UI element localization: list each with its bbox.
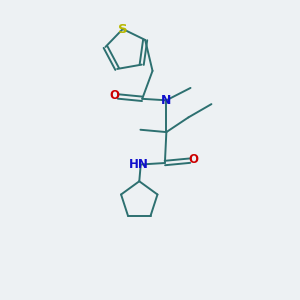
Text: HN: HN — [129, 158, 149, 171]
Text: O: O — [110, 89, 119, 102]
Text: N: N — [161, 94, 172, 107]
Text: S: S — [118, 22, 128, 35]
Text: O: O — [188, 153, 199, 166]
